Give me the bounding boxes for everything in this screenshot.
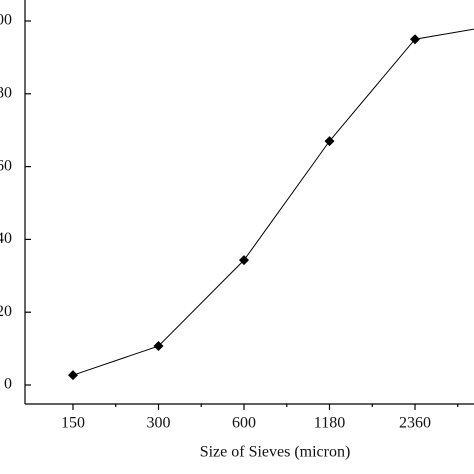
y-tick-label: 0: [4, 376, 12, 393]
marker: [68, 370, 78, 381]
y-tick-label: 80: [0, 84, 12, 101]
x-tick-label: 2360: [399, 415, 431, 432]
marker: [410, 34, 420, 45]
marker: [239, 255, 249, 266]
x-tick-label: 1180: [314, 415, 345, 432]
y-tick-label: 20: [0, 303, 12, 320]
x-axis-label: Size of Sieves (micron): [200, 444, 351, 461]
y-tick-label: 100: [0, 12, 12, 29]
marker: [153, 341, 164, 352]
x-tick-label: 150: [61, 415, 85, 432]
y-tick-label: 40: [0, 230, 12, 247]
line: [72, 28, 474, 376]
y-tick-label: 60: [0, 157, 12, 174]
x-tick-label: 600: [232, 415, 256, 432]
x-tick-label: 300: [147, 415, 171, 432]
marker: [324, 136, 335, 147]
